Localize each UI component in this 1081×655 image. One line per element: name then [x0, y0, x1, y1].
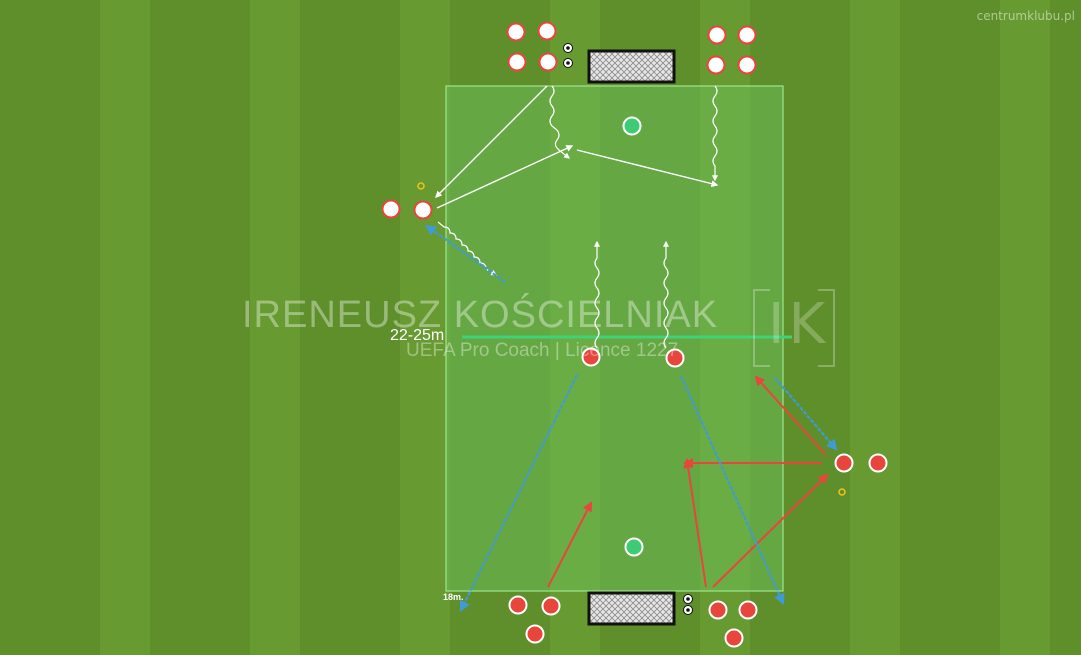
- player-icon: [413, 200, 433, 220]
- player-icon: [581, 347, 601, 367]
- pass-arrow: [436, 145, 574, 209]
- player-icon: [541, 596, 561, 616]
- player-icon: [507, 52, 527, 72]
- player-icon: [537, 21, 557, 41]
- player-icon: [706, 55, 726, 75]
- eighteen-meter-label: 18m.: [443, 592, 464, 602]
- run-arrow: [425, 224, 506, 283]
- blue-runs: [425, 224, 838, 612]
- player-icon: [724, 628, 744, 648]
- cone-icon: [838, 488, 846, 496]
- player-icon: [538, 52, 558, 72]
- pass-arrow: [712, 473, 829, 588]
- goalkeepers: [622, 116, 644, 557]
- ball-icon: [683, 594, 693, 604]
- ball-icon: [563, 43, 573, 53]
- cone-icon: [417, 182, 425, 190]
- player-icon: [665, 348, 685, 368]
- pass-arrow: [754, 375, 827, 456]
- run-arrow: [774, 377, 838, 451]
- player-icon: [506, 22, 526, 42]
- red-passes: [547, 375, 829, 588]
- pass-arrow: [683, 458, 707, 588]
- player-icon: [737, 55, 757, 75]
- player-icon: [737, 25, 757, 45]
- run-arrow: [679, 375, 785, 606]
- pass-arrow: [576, 149, 719, 188]
- player-icon: [738, 600, 758, 620]
- white-dribbles: [437, 85, 718, 349]
- goal-icon: [587, 591, 676, 626]
- ball-icon: [563, 58, 573, 68]
- red-team: [508, 347, 888, 648]
- goalkeeper-icon: [624, 537, 644, 557]
- goal-icon: [587, 49, 676, 84]
- watermark-name: IRENEUSZ KOŚCIELNIAK: [242, 294, 719, 336]
- watermark-subtitle: UEFA Pro Coach | Licence 1227: [406, 340, 679, 361]
- player-icon: [707, 25, 727, 45]
- white-team: [381, 21, 757, 220]
- goalkeeper-icon: [622, 116, 642, 136]
- balls: [563, 43, 693, 615]
- player-icon: [508, 595, 528, 615]
- dribble-path: [594, 240, 600, 349]
- player-icon: [525, 624, 545, 644]
- watermark-logo: IK: [768, 292, 830, 357]
- pass-arrow: [435, 85, 548, 198]
- distance-label: 22-25m: [390, 327, 445, 344]
- player-icon: [868, 453, 888, 473]
- dribble-path: [663, 240, 669, 349]
- white-passes: [435, 85, 719, 209]
- watermark-logo-frame: [753, 289, 835, 367]
- pass-arrow: [547, 501, 592, 588]
- player-icon: [708, 600, 728, 620]
- brand-watermark: centrumklubu.pl: [976, 9, 1075, 23]
- player-icon: [381, 199, 401, 219]
- dribble-path: [549, 85, 570, 159]
- ball-icon: [683, 605, 693, 615]
- dribble-path: [712, 85, 718, 182]
- cones: [417, 182, 846, 496]
- run-arrow: [459, 374, 578, 612]
- player-icon: [834, 453, 854, 473]
